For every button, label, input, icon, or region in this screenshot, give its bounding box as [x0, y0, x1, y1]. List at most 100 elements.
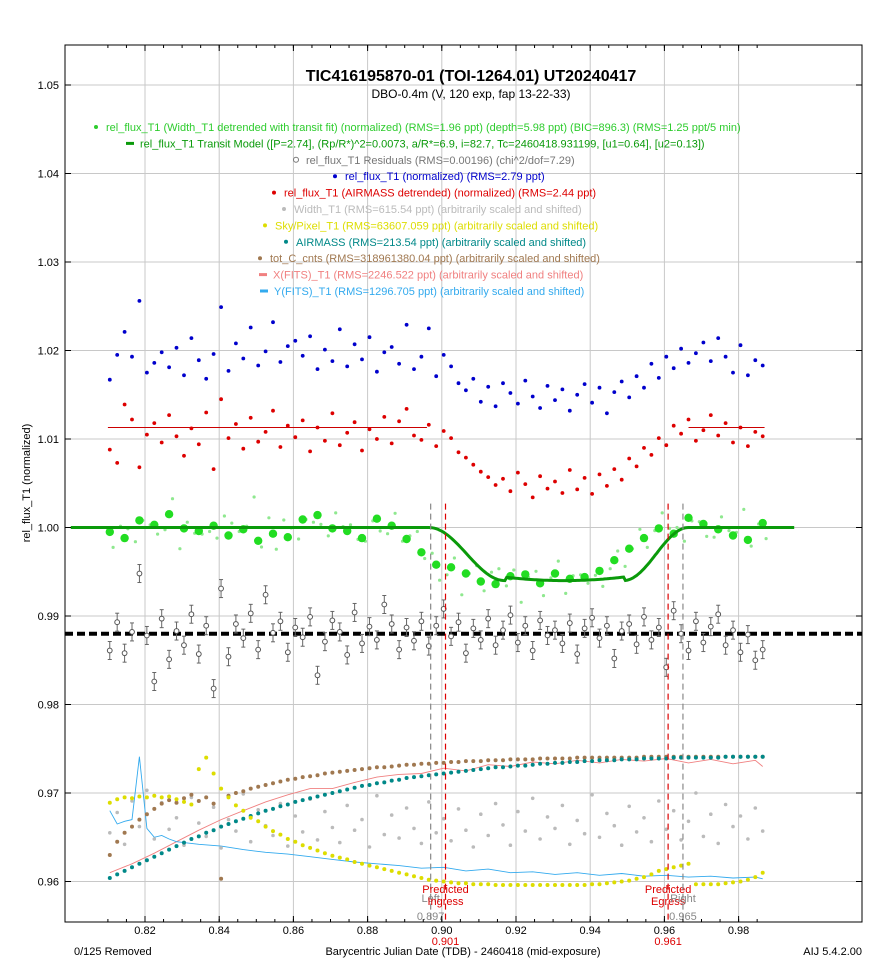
residual-point [470, 625, 477, 632]
sky-pixel-point [159, 795, 164, 800]
detrended-flux-point [419, 438, 424, 442]
transit-marker-label: Left [421, 893, 439, 905]
width-point [679, 838, 683, 842]
residual-point [151, 678, 158, 685]
airmass-point [360, 783, 364, 788]
detrended-flux-point [656, 436, 661, 440]
fit-flux-unbinned-point [326, 534, 330, 538]
grid [65, 45, 862, 922]
sky-pixel-point [389, 868, 394, 873]
detrended-flux-point [560, 491, 565, 495]
raw-flux-point [597, 385, 602, 390]
tot-cnts-point [219, 876, 224, 881]
fit-flux-unbinned-point [645, 545, 649, 550]
detrended-flux-point [612, 467, 617, 471]
tot-cnts-point [300, 775, 305, 780]
airmass-point [122, 868, 127, 873]
legend-marker [263, 223, 267, 228]
detrended-flux-point [464, 455, 468, 460]
detrended-flux-point [330, 411, 335, 416]
width-point [634, 830, 639, 834]
airmass-point [656, 756, 661, 761]
legend-entry: rel_flux_T1 Residuals (RMS=0.00196) (chi… [306, 155, 575, 167]
fit-flux-unbinned-point [489, 570, 494, 574]
airmass-point [182, 840, 186, 845]
fit-flux-unbinned-point [727, 529, 731, 533]
legend-marker [333, 174, 337, 179]
tot-cnts-point [486, 758, 491, 763]
residual-point [477, 636, 484, 643]
detrended-flux-point [701, 428, 706, 433]
detrended-flux-point [545, 486, 550, 491]
fit-flux-binned-point [283, 533, 292, 542]
raw-flux-point [367, 335, 372, 340]
raw-flux-point [753, 358, 758, 363]
airmass-point [627, 757, 632, 762]
sky-pixel-point [219, 786, 224, 791]
width-point [486, 833, 491, 838]
airmass-point [456, 769, 461, 774]
raw-flux-point [553, 398, 557, 402]
width-point [538, 837, 542, 841]
width-point [545, 815, 550, 819]
detrended-flux-point [263, 430, 268, 434]
tot-cnts-point [441, 760, 446, 765]
residual-point [603, 622, 610, 629]
sky-pixel-point [471, 882, 476, 887]
fit-flux-binned-point [254, 536, 263, 545]
tot-cnts-point [107, 853, 112, 857]
residual-point [529, 647, 536, 654]
tot-cnts-point [322, 771, 327, 776]
fit-flux-unbinned-point [393, 511, 397, 515]
fit-flux-binned-point [654, 524, 663, 533]
tot-cnts-point [560, 756, 565, 761]
residual-point [411, 637, 417, 644]
width-point [330, 825, 335, 830]
detrended-flux-point [389, 441, 394, 446]
width-point [167, 827, 171, 832]
fit-flux-unbinned-point [660, 511, 664, 515]
sky-pixel-point [130, 796, 134, 801]
fit-flux-unbinned-point [208, 529, 212, 534]
tot-cnts-point [367, 766, 372, 771]
sky-pixel-point [456, 881, 461, 886]
residual-point [589, 614, 595, 621]
fit-flux-unbinned-point [682, 539, 687, 543]
airmass-point [130, 865, 134, 870]
tot-cnts-point [493, 758, 498, 763]
fit-flux-unbinned-point [156, 532, 160, 536]
sky-pixel-point [434, 878, 439, 883]
tot-cnts-point [508, 757, 513, 762]
detrended-flux-point [412, 433, 416, 438]
sky-pixel-point [664, 867, 669, 872]
width-point [248, 839, 253, 844]
raw-flux-point [115, 353, 120, 357]
fit-flux-unbinned-point [178, 547, 182, 551]
fit-flux-unbinned-point [608, 567, 612, 571]
tot-cnts-point [478, 759, 483, 764]
raw-flux-point [478, 399, 483, 404]
transit-marker-value: 0.965 [669, 911, 697, 923]
airmass-point [159, 851, 164, 856]
tot-cnts-point [404, 762, 409, 767]
fit-flux-binned-point [372, 514, 382, 523]
airmass-point [107, 876, 112, 880]
fit-flux-unbinned-point [274, 547, 278, 551]
width-point [323, 809, 327, 814]
raw-flux-point [530, 394, 535, 399]
tot-cnts-point [389, 764, 394, 769]
raw-flux-point [323, 347, 327, 352]
fit-flux-binned-point [417, 548, 426, 557]
sky-pixel-point [731, 880, 735, 885]
y-tick-label: 1.05 [38, 80, 59, 92]
detrended-flux-point [441, 429, 446, 433]
sky-pixel-point [352, 860, 357, 864]
tot-cnts-point [241, 789, 246, 794]
airmass-point [412, 775, 416, 780]
detrended-flux-point [145, 432, 149, 437]
residual-point [759, 646, 766, 653]
tot-cnts-point [137, 817, 142, 822]
airmass-point [753, 754, 758, 759]
raw-flux-point [204, 376, 209, 381]
sky-pixel-point [745, 877, 750, 882]
